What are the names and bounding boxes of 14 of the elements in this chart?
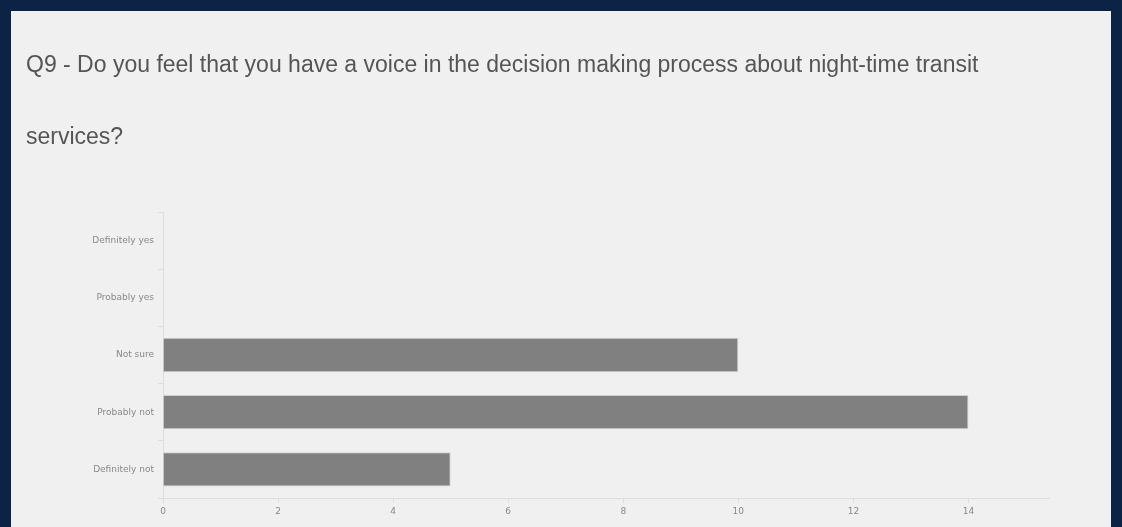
- chart-title: Q9 - Do you feel that you have a voice in the decision making process about night-time transit services?: [26, 51, 979, 149]
- y-tick-label: Probably not: [97, 406, 155, 417]
- y-tick-label: Definitely yes: [92, 234, 155, 245]
- x-tick-label: 10: [732, 505, 745, 516]
- x-tick-label: 14: [962, 505, 975, 516]
- x-tick-label: 8: [620, 505, 627, 516]
- y-tick-label: Probably yes: [96, 292, 155, 303]
- y-tick-label: Definitely not: [93, 463, 155, 474]
- x-tick-label: 4: [390, 505, 397, 516]
- y-tick-label: Not sure: [115, 349, 155, 360]
- x-tick-label: 0: [160, 505, 167, 516]
- x-tick-label: 6: [505, 505, 512, 516]
- x-tick-label: 2: [275, 505, 281, 516]
- x-tick-label: 12: [847, 505, 860, 516]
